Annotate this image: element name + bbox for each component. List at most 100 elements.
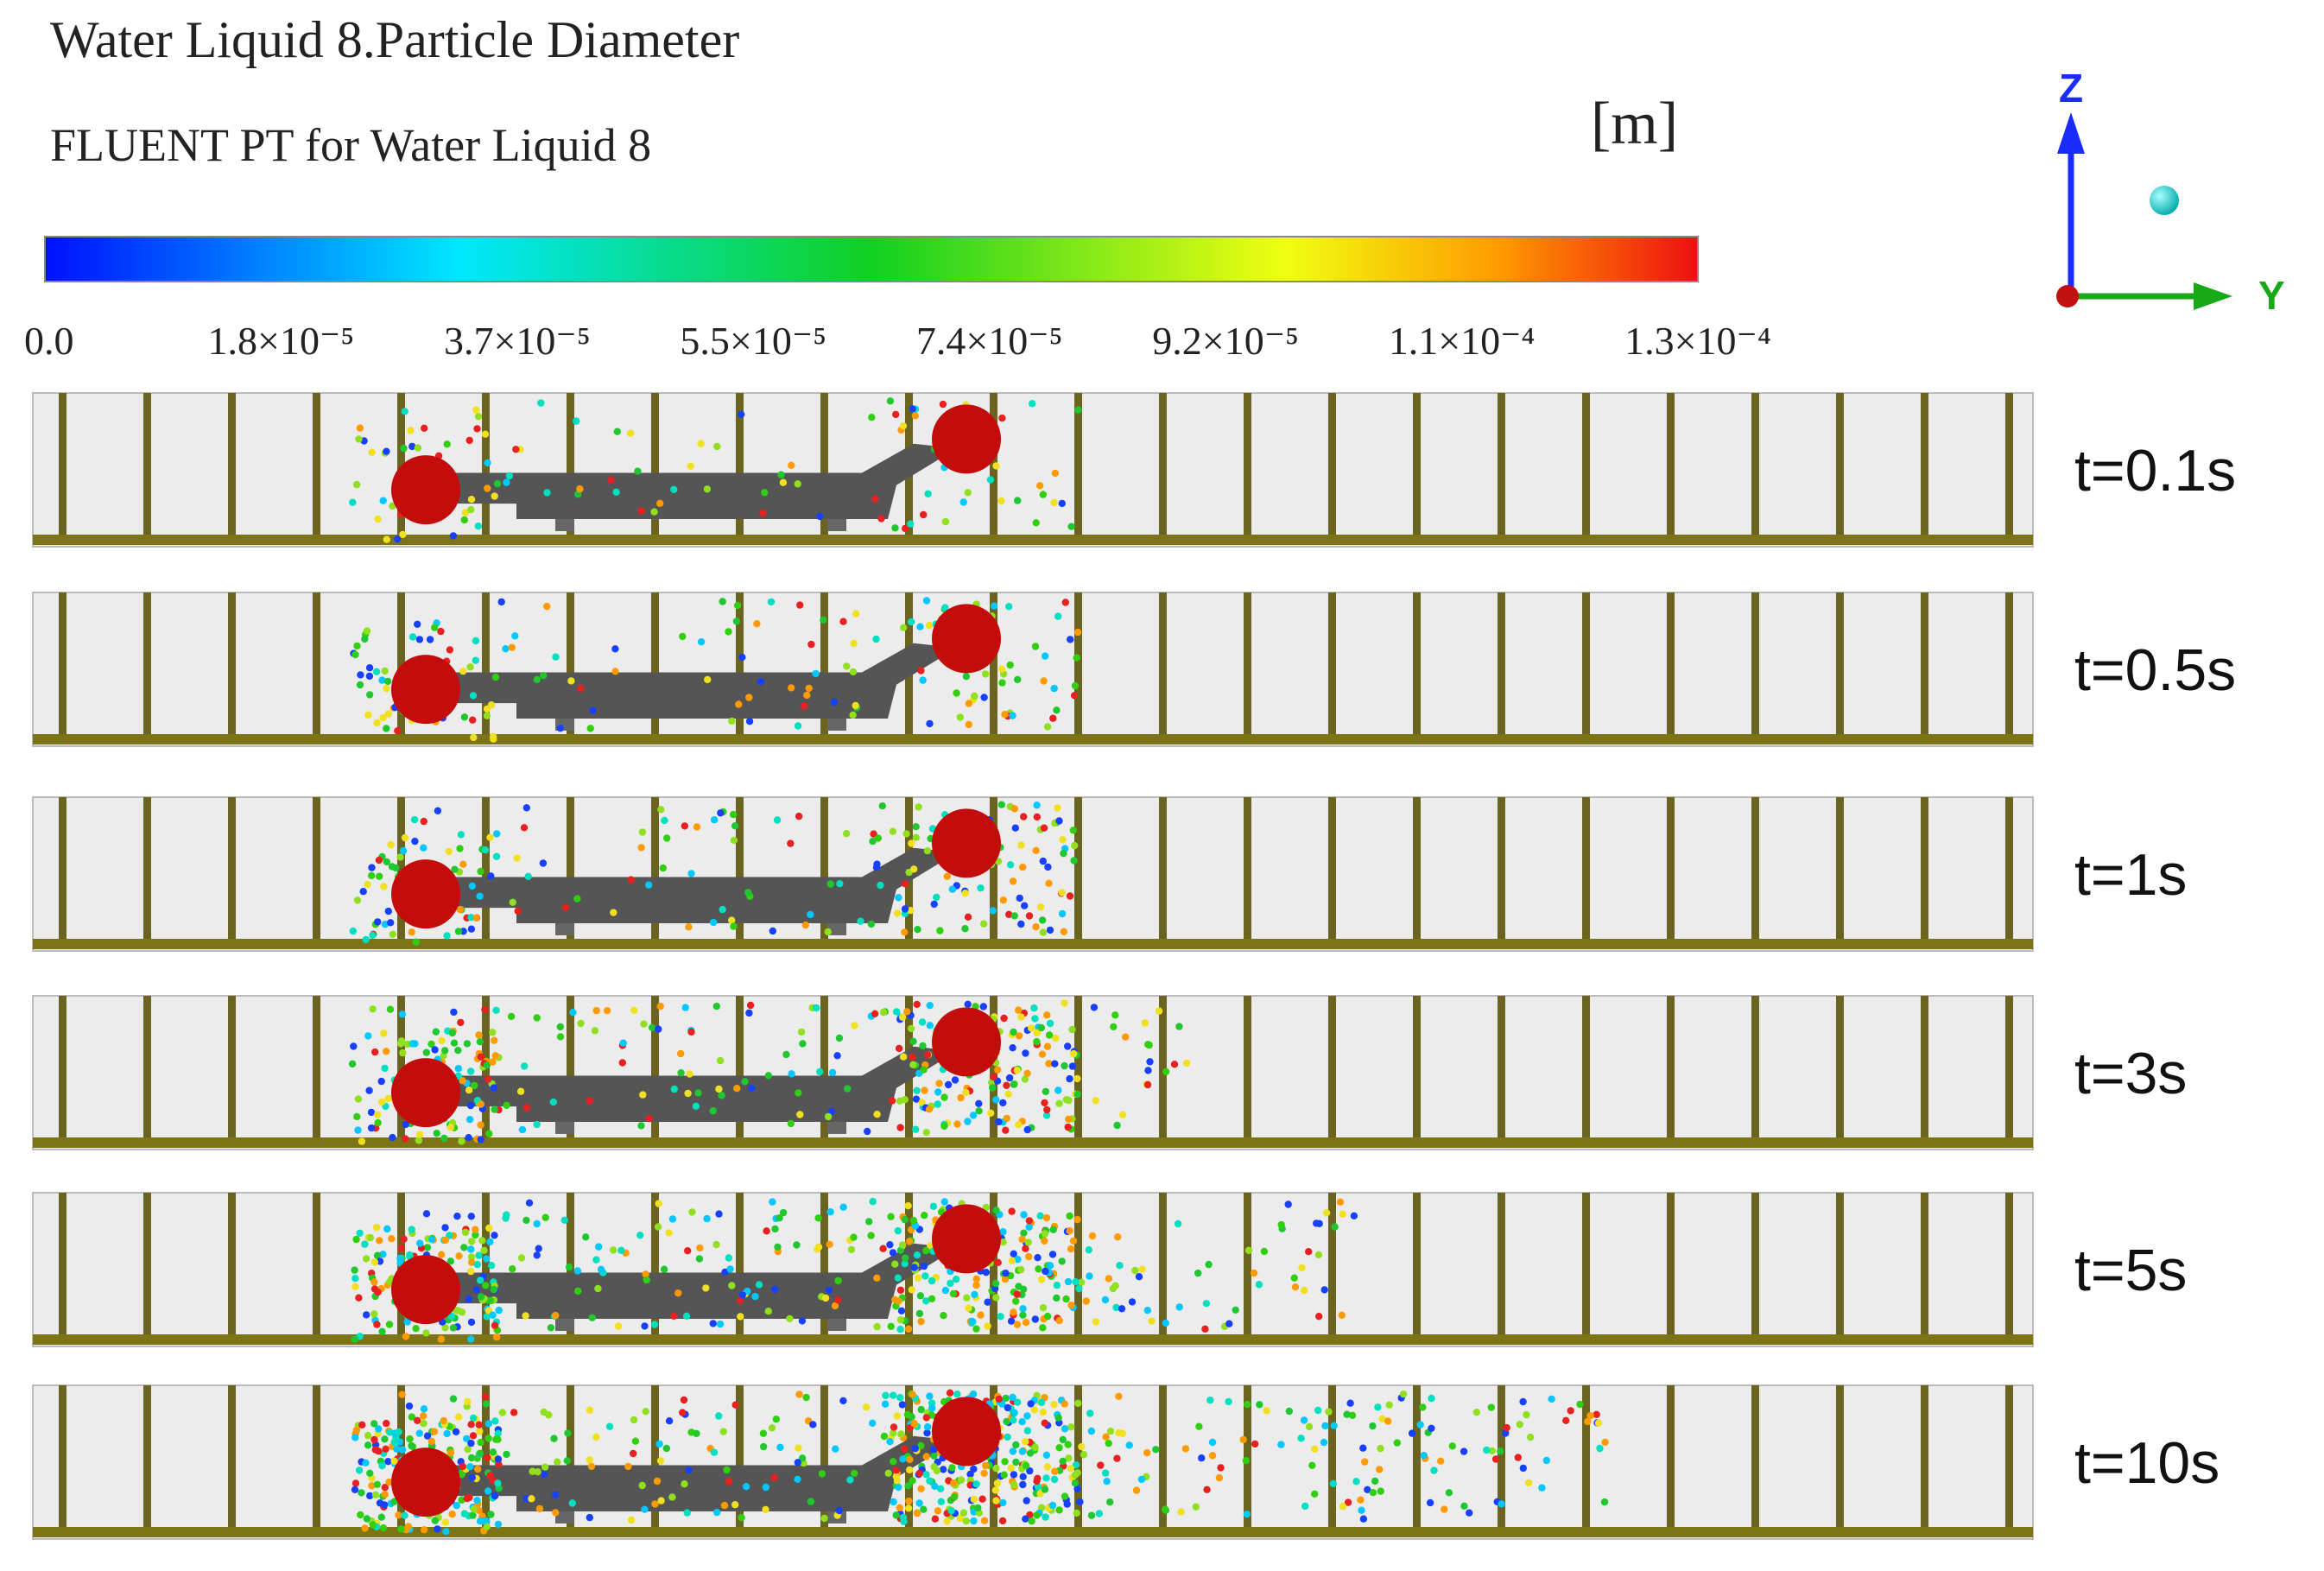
particle (940, 1198, 948, 1206)
particle (456, 905, 465, 914)
particle (909, 1216, 918, 1225)
particle (907, 520, 915, 528)
particle (979, 1003, 988, 1010)
particle (915, 803, 922, 811)
post (228, 1193, 236, 1338)
particle (491, 492, 498, 500)
particle (1114, 1233, 1122, 1241)
particle (1162, 1067, 1170, 1075)
particle (400, 444, 408, 453)
particle (465, 1116, 474, 1124)
particle (454, 1047, 462, 1055)
particle (888, 1097, 896, 1105)
particle (869, 1198, 877, 1206)
particle (850, 1233, 858, 1241)
particle (567, 677, 575, 685)
particle (1182, 1059, 1191, 1067)
particle (1022, 1049, 1029, 1057)
particle (1243, 1511, 1251, 1518)
particle (928, 1276, 936, 1285)
support (555, 922, 574, 935)
particle (465, 1086, 473, 1094)
particle (1311, 1445, 1319, 1453)
particle (422, 1329, 430, 1337)
particle (477, 1293, 485, 1301)
particle (926, 1022, 934, 1029)
particle (886, 1241, 894, 1249)
particle (474, 523, 482, 530)
particle (921, 1086, 928, 1094)
particle (427, 1040, 435, 1048)
post (1836, 996, 1844, 1141)
particle (449, 532, 458, 540)
particle (1006, 661, 1014, 669)
particle (383, 535, 390, 543)
particle (1067, 1302, 1075, 1309)
particle (376, 872, 383, 880)
particle (773, 816, 782, 824)
particle (995, 1395, 1004, 1403)
post (1328, 1385, 1336, 1530)
post (1328, 996, 1336, 1141)
particle (977, 884, 985, 892)
particle (450, 1039, 459, 1047)
particle (399, 1048, 407, 1057)
z-arrow (2057, 112, 2085, 154)
particle (850, 639, 858, 648)
post (1667, 393, 1675, 538)
particle (919, 1042, 927, 1050)
particle (1497, 1447, 1504, 1455)
particle (497, 598, 505, 606)
particle (353, 1112, 361, 1121)
particle (450, 1008, 458, 1017)
particle (582, 1233, 590, 1241)
particle (394, 535, 402, 543)
post (1498, 996, 1505, 1141)
particle (941, 1286, 950, 1295)
post (228, 797, 236, 942)
particle (1042, 1451, 1051, 1459)
particle (805, 684, 813, 693)
particle (901, 905, 909, 913)
particle (924, 490, 932, 497)
particle (473, 1497, 481, 1504)
particle (458, 1137, 465, 1145)
particle (1009, 1447, 1017, 1455)
particle (560, 1216, 568, 1224)
particle (1487, 1403, 1496, 1411)
particle (1067, 1245, 1075, 1253)
particle (824, 1112, 833, 1121)
particle (1036, 482, 1044, 490)
particle (459, 1077, 466, 1085)
particle (681, 822, 688, 830)
particle (1014, 1256, 1022, 1264)
particle (1314, 1406, 1322, 1415)
particle (367, 1108, 376, 1117)
particle (1181, 1445, 1190, 1453)
particle (468, 1238, 476, 1245)
particle (370, 1310, 378, 1318)
particle (991, 602, 998, 610)
particle (694, 1089, 702, 1097)
particle (476, 1428, 484, 1435)
particle (820, 1514, 828, 1523)
particle (763, 1227, 770, 1235)
particle (1567, 1407, 1574, 1415)
particle (1061, 599, 1070, 606)
particle (411, 1040, 419, 1048)
particle (1225, 1320, 1233, 1327)
particle (454, 1065, 462, 1073)
particle (1205, 1260, 1213, 1269)
particle (1141, 1019, 1149, 1027)
particle (460, 1244, 468, 1251)
particle (476, 1449, 484, 1457)
particle (384, 907, 392, 915)
particle (533, 1014, 541, 1022)
particle (980, 1469, 988, 1477)
post (1413, 797, 1421, 942)
particle (1042, 1087, 1050, 1096)
particle (1019, 1305, 1027, 1313)
particle (1061, 1492, 1069, 1500)
post (1159, 393, 1167, 538)
particle (1050, 498, 1058, 507)
